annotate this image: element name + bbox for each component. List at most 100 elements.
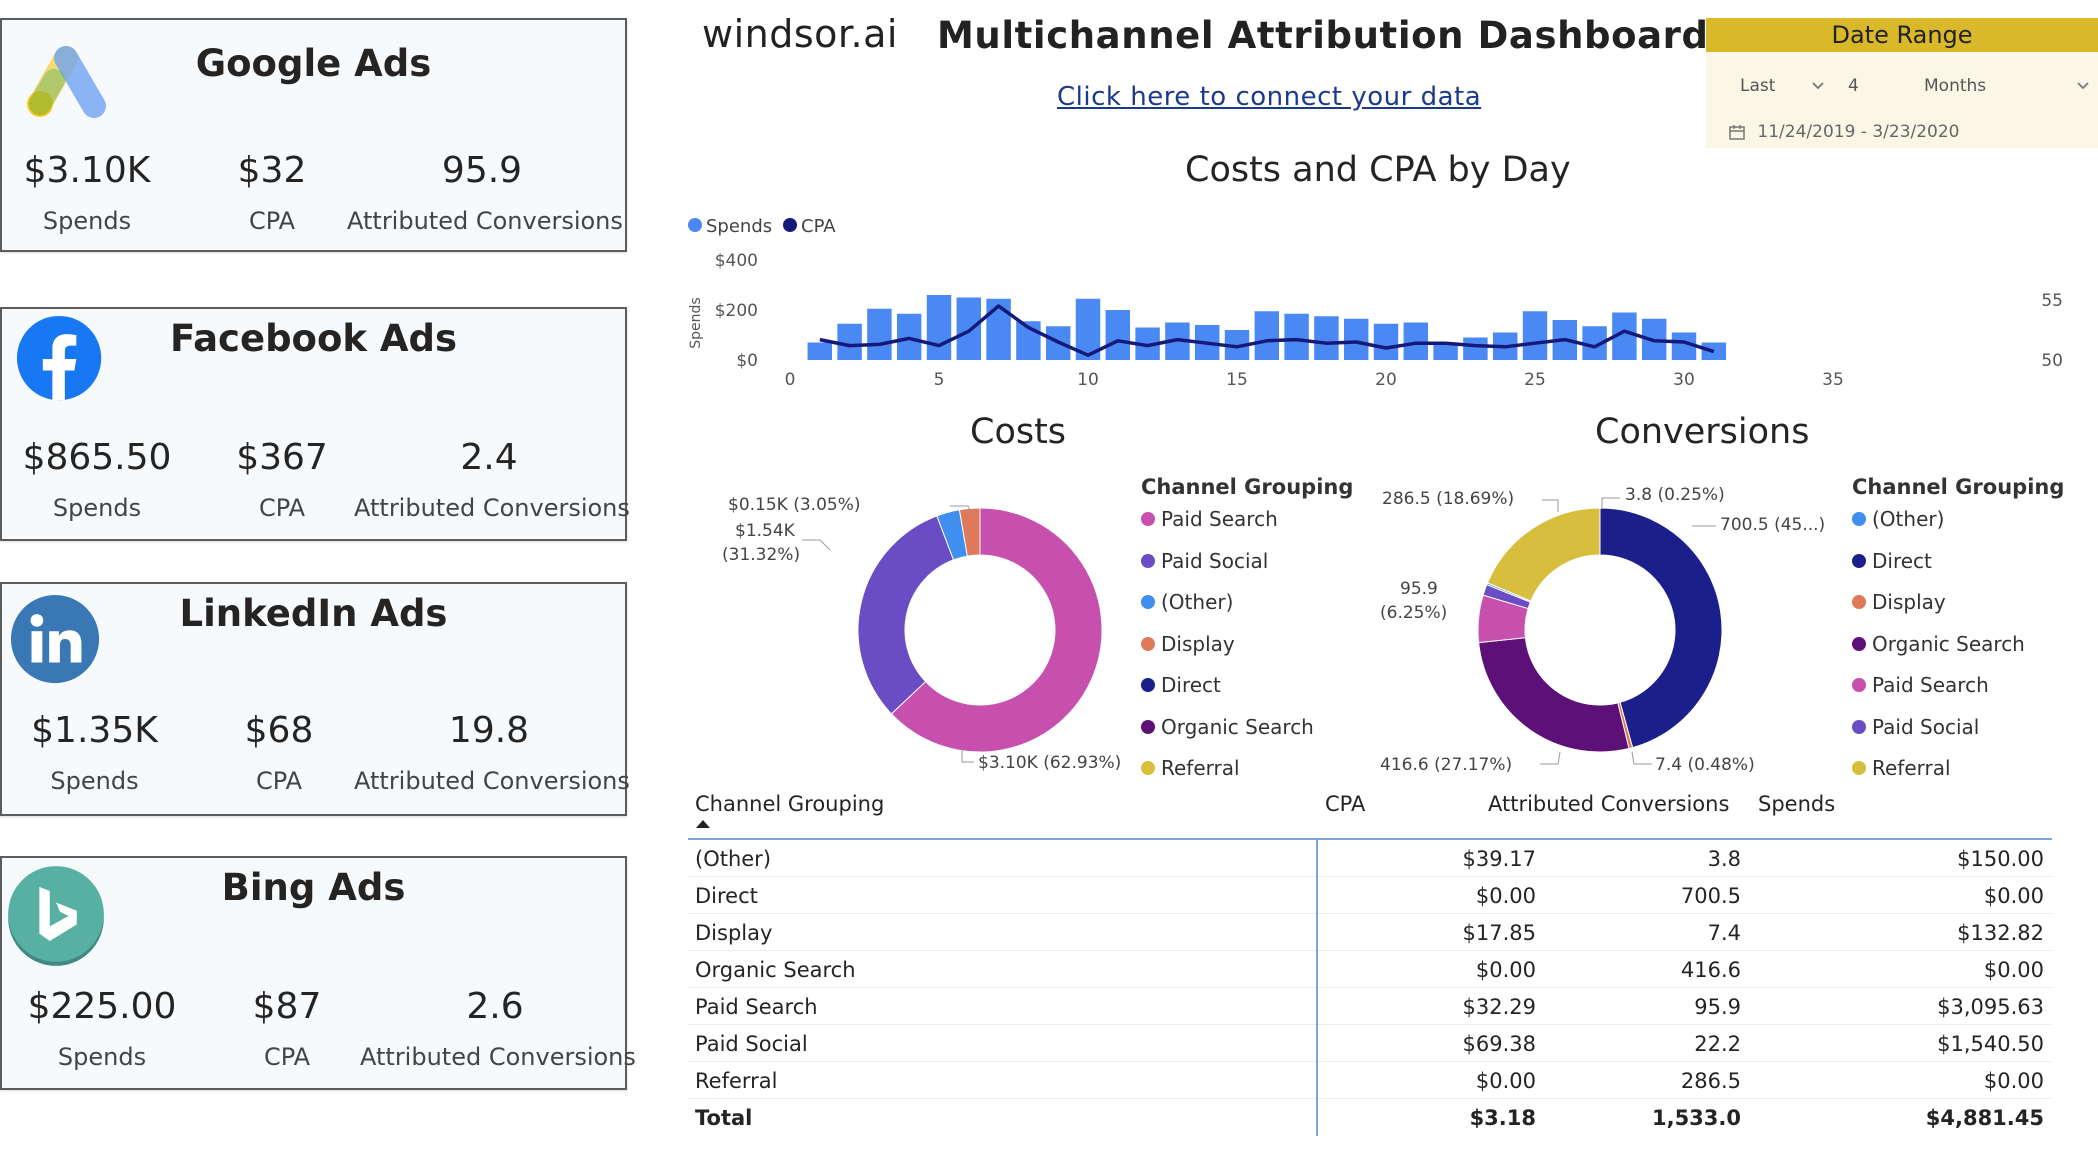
costs-slice-paid_social[interactable] [857, 515, 955, 715]
cell-cpa: $32.29 [1462, 995, 1536, 1019]
conversions-legend-item[interactable]: Organic Search [1852, 632, 2064, 674]
sort-ascending-icon[interactable] [696, 820, 710, 828]
facebook-ads-title: Facebook Ads [169, 317, 458, 360]
table-row[interactable]: Display $17.85 7.4 $132.82 [688, 914, 2052, 951]
legend-item-label: Paid Search [1872, 673, 1989, 697]
costs-legend-item[interactable]: Referral [1141, 756, 1353, 798]
legend-color-marker [1141, 595, 1155, 609]
relative-period-dropdown[interactable]: Last [1740, 76, 1825, 96]
cell-cpa: $0.00 [1475, 958, 1536, 982]
cell-spends: $1,540.50 [1937, 1032, 2044, 1056]
period-unit-dropdown[interactable]: Months [1924, 76, 2090, 96]
legend-color-marker [1852, 512, 1866, 526]
legend-item-label: Direct [1161, 673, 1221, 697]
costs-cpa-chart-title: Costs and CPA by Day [1185, 150, 1571, 190]
legend-color-marker [1852, 761, 1866, 775]
conversions-slice-organic_search[interactable] [1478, 637, 1630, 753]
legend-item-label: Referral [1161, 756, 1240, 780]
cell-conversions: 1,533.0 [1651, 1106, 1741, 1130]
x-tick-label: 10 [1077, 370, 1099, 390]
conversions-slice-direct[interactable] [1599, 507, 1723, 749]
bing-conversions-metric: 2.6 Attributed Conversions [360, 986, 636, 1071]
spends-value: $1.35K [31, 710, 158, 751]
spends-bar [1105, 310, 1131, 360]
conv-label-direct: 700.5 (45...) [1720, 515, 1825, 535]
bing-cpa-metric: $87 CPA [232, 986, 342, 1071]
conversions-legend-item[interactable]: Paid Search [1852, 673, 2064, 715]
page-title: Multichannel Attribution Dashboard [937, 14, 1709, 57]
bing-ads-card: Bing Ads $225.00 Spends $87 CPA 2.6 Attr… [0, 856, 636, 1090]
legend-color-marker [1852, 553, 1866, 568]
costs-legend-title: Channel Grouping [1141, 475, 1354, 499]
column-header-conversions[interactable]: Attributed Conversions [1488, 792, 1730, 816]
leader-line [1542, 499, 1559, 512]
leader-line [1631, 751, 1652, 765]
cell-channel: Organic Search [695, 958, 856, 982]
table-row[interactable]: (Other) $39.17 3.8 $150.00 [688, 840, 2052, 877]
column-divider [1316, 840, 1318, 1136]
period-count-input[interactable]: 4 [1848, 76, 1859, 96]
legend-color-marker [1141, 553, 1155, 568]
legend-color-marker [1141, 719, 1155, 734]
conv-label-display: 7.4 (0.48%) [1655, 755, 1755, 775]
leader-line [950, 505, 973, 517]
cell-conversions: 416.6 [1680, 958, 1741, 982]
google-ads-card: Google Ads $3.10K Spends $32 CPA 95.9 At… [0, 18, 627, 252]
column-header-spends[interactable]: Spends [1758, 792, 1836, 816]
costs-legend-item[interactable]: Paid Social [1141, 549, 1353, 591]
spends-label: Spends [42, 207, 132, 235]
period-unit-value: Months [1924, 76, 1987, 96]
table-total-row[interactable]: Total $3.18 1,533.0 $4,881.45 [688, 1099, 2052, 1136]
cell-channel: Display [695, 921, 773, 945]
costs-label-paid-social-value: $1.54K [735, 521, 796, 541]
channel-table: Channel Grouping CPA Attributed Conversi… [688, 786, 2052, 1136]
spends-label: Spends [50, 767, 139, 795]
costs-slice-display[interactable] [958, 507, 981, 557]
x-tick-label: 20 [1375, 370, 1397, 390]
spends-bar [1522, 311, 1548, 360]
y-tick-label: $200 [715, 301, 758, 321]
conv-label-paid-search-pct: (6.25%) [1380, 603, 1447, 623]
conversions-legend-item[interactable]: Direct [1852, 549, 2064, 591]
x-tick-label: 5 [934, 370, 945, 390]
conversions-legend-item[interactable]: Display [1852, 590, 2064, 632]
brand-logo-text: windsor.ai [702, 12, 898, 56]
costs-legend-item[interactable]: (Other) [1141, 590, 1353, 632]
connect-data-link[interactable]: Click here to connect your data [1057, 82, 1482, 112]
conversions-donut-chart: 286.5 (18.69%) 3.8 (0.25%) 700.5 (45...) 95… [1380, 485, 1825, 775]
cell-conversions: 95.9 [1694, 995, 1741, 1019]
legend-color-marker [1852, 636, 1866, 651]
costs-slice-paid_search[interactable] [890, 507, 1103, 753]
costs-legend-item[interactable]: Paid Search [1141, 507, 1353, 549]
legend-item-label: (Other) [1161, 590, 1234, 614]
table-row[interactable]: Paid Search $32.29 95.9 $3,095.63 [688, 988, 2052, 1025]
x-tick-label: 0 [785, 370, 796, 390]
costs-legend-item[interactable]: Display [1141, 632, 1353, 674]
calendar-icon [1729, 125, 1745, 140]
cell-conversions: 3.8 [1707, 847, 1741, 871]
cell-spends: $132.82 [1957, 921, 2044, 945]
y-tick-label: $400 [715, 251, 758, 271]
table-row[interactable]: Organic Search $0.00 416.6 $0.00 [688, 951, 2052, 988]
date-range-display[interactable]: 11/24/2019 - 3/23/2020 [1728, 122, 1960, 142]
table-row[interactable]: Paid Social $69.38 22.2 $1,540.50 [688, 1025, 2052, 1062]
column-header-channel[interactable]: Channel Grouping [695, 792, 885, 816]
spends-bar [1254, 311, 1280, 360]
leader-line [1601, 497, 1620, 508]
conversions-slice-referral[interactable] [1486, 507, 1601, 602]
linkedin-cpa-metric: $68 CPA [224, 710, 334, 795]
legend-item-label: Display [1161, 631, 1235, 656]
conversions-legend-item[interactable]: (Other) [1852, 507, 2064, 549]
costs-legend-item[interactable]: Direct [1141, 673, 1353, 715]
table-row[interactable]: Direct $0.00 700.5 $0.00 [688, 877, 2052, 914]
google-conversions-metric: 95.9 Attributed Conversions [347, 150, 623, 235]
table-row[interactable]: Referral $0.00 286.5 $0.00 [688, 1062, 2052, 1099]
conversions-legend-item[interactable]: Referral [1852, 756, 2064, 798]
legend-item-label: Paid Social [1161, 548, 1269, 573]
cell-conversions: 700.5 [1680, 884, 1741, 908]
x-tick-label: 25 [1524, 370, 1546, 390]
column-header-cpa[interactable]: CPA [1325, 792, 1366, 816]
costs-legend-item[interactable]: Organic Search [1141, 715, 1353, 757]
date-range-slicer: Date Range Last 4 Months 11/24/2019 - 3/… [1706, 18, 2098, 148]
conversions-legend-item[interactable]: Paid Social [1852, 715, 2064, 757]
